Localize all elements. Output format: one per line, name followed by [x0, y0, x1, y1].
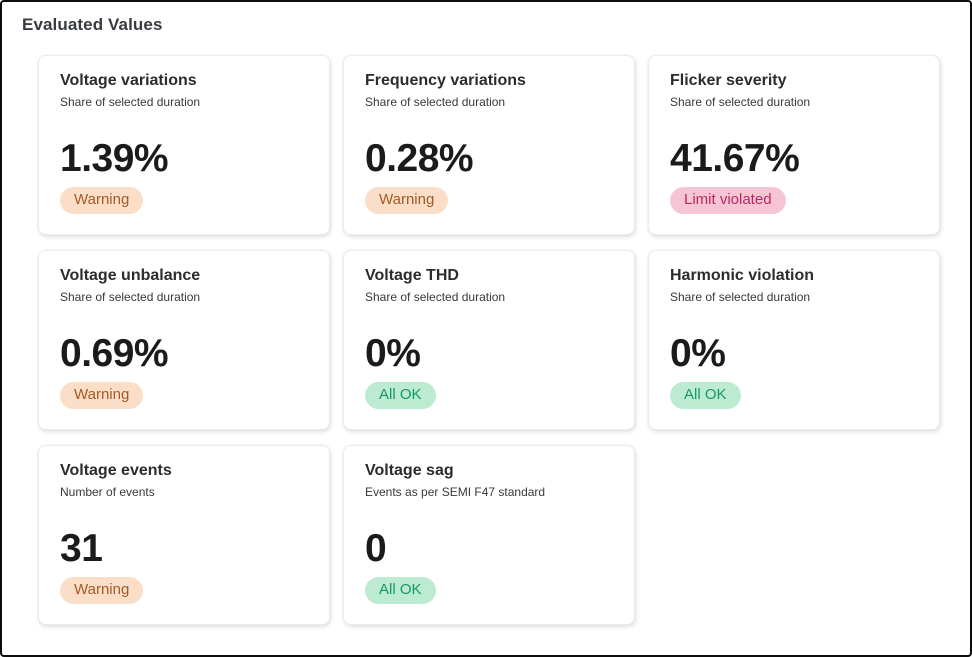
status-badge: All OK: [365, 576, 436, 604]
card-value: 0.69%: [60, 331, 169, 375]
status-badge: Warning: [60, 186, 144, 214]
card-subtitle: Number of events: [60, 484, 155, 499]
status-badge: Warning: [60, 381, 144, 409]
card-subtitle: Share of selected duration: [670, 289, 811, 304]
status-badge: All OK: [365, 381, 436, 409]
card-value: 0: [365, 526, 387, 570]
status-badge: Warning: [365, 186, 449, 214]
status-badge: All OK: [670, 381, 741, 409]
kpi-card-voltage-variations[interactable]: Voltage variations Share of selected dur…: [38, 55, 330, 235]
card-value: 1.39%: [60, 136, 169, 180]
status-badge: Warning: [60, 576, 144, 604]
card-title: Voltage variations: [60, 72, 197, 89]
card-value: 0%: [365, 331, 421, 375]
kpi-cards-grid: Voltage variations Share of selected dur…: [38, 55, 970, 625]
card-subtitle: Share of selected duration: [365, 289, 506, 304]
card-subtitle: Share of selected duration: [60, 94, 201, 109]
card-title: Frequency variations: [365, 72, 526, 89]
kpi-card-voltage-thd[interactable]: Voltage THD Share of selected duration 0…: [343, 250, 635, 430]
card-title: Voltage events: [60, 462, 172, 479]
card-subtitle: Share of selected duration: [670, 94, 811, 109]
card-subtitle: Events as per SEMI F47 standard: [365, 484, 546, 499]
card-title: Voltage unbalance: [60, 267, 201, 284]
kpi-card-voltage-events[interactable]: Voltage events Number of events 31 Warni…: [38, 445, 330, 625]
page-title: Evaluated Values: [22, 15, 163, 34]
card-value: 41.67%: [670, 136, 800, 180]
kpi-card-voltage-sag[interactable]: Voltage sag Events as per SEMI F47 stand…: [343, 445, 635, 625]
status-badge: Limit violated: [670, 186, 786, 214]
card-subtitle: Share of selected duration: [60, 289, 201, 304]
card-title: Voltage sag: [365, 462, 454, 479]
kpi-card-harmonic-violation[interactable]: Harmonic violation Share of selected dur…: [648, 250, 940, 430]
kpi-card-flicker-severity[interactable]: Flicker severity Share of selected durat…: [648, 55, 940, 235]
card-value: 0.28%: [365, 136, 474, 180]
card-subtitle: Share of selected duration: [365, 94, 506, 109]
kpi-card-frequency-variations[interactable]: Frequency variations Share of selected d…: [343, 55, 635, 235]
card-value: 31: [60, 526, 103, 570]
card-value: 0%: [670, 331, 726, 375]
card-title: Voltage THD: [365, 267, 459, 284]
card-title: Flicker severity: [670, 72, 787, 89]
card-title: Harmonic violation: [670, 267, 815, 284]
kpi-card-voltage-unbalance[interactable]: Voltage unbalance Share of selected dura…: [38, 250, 330, 430]
